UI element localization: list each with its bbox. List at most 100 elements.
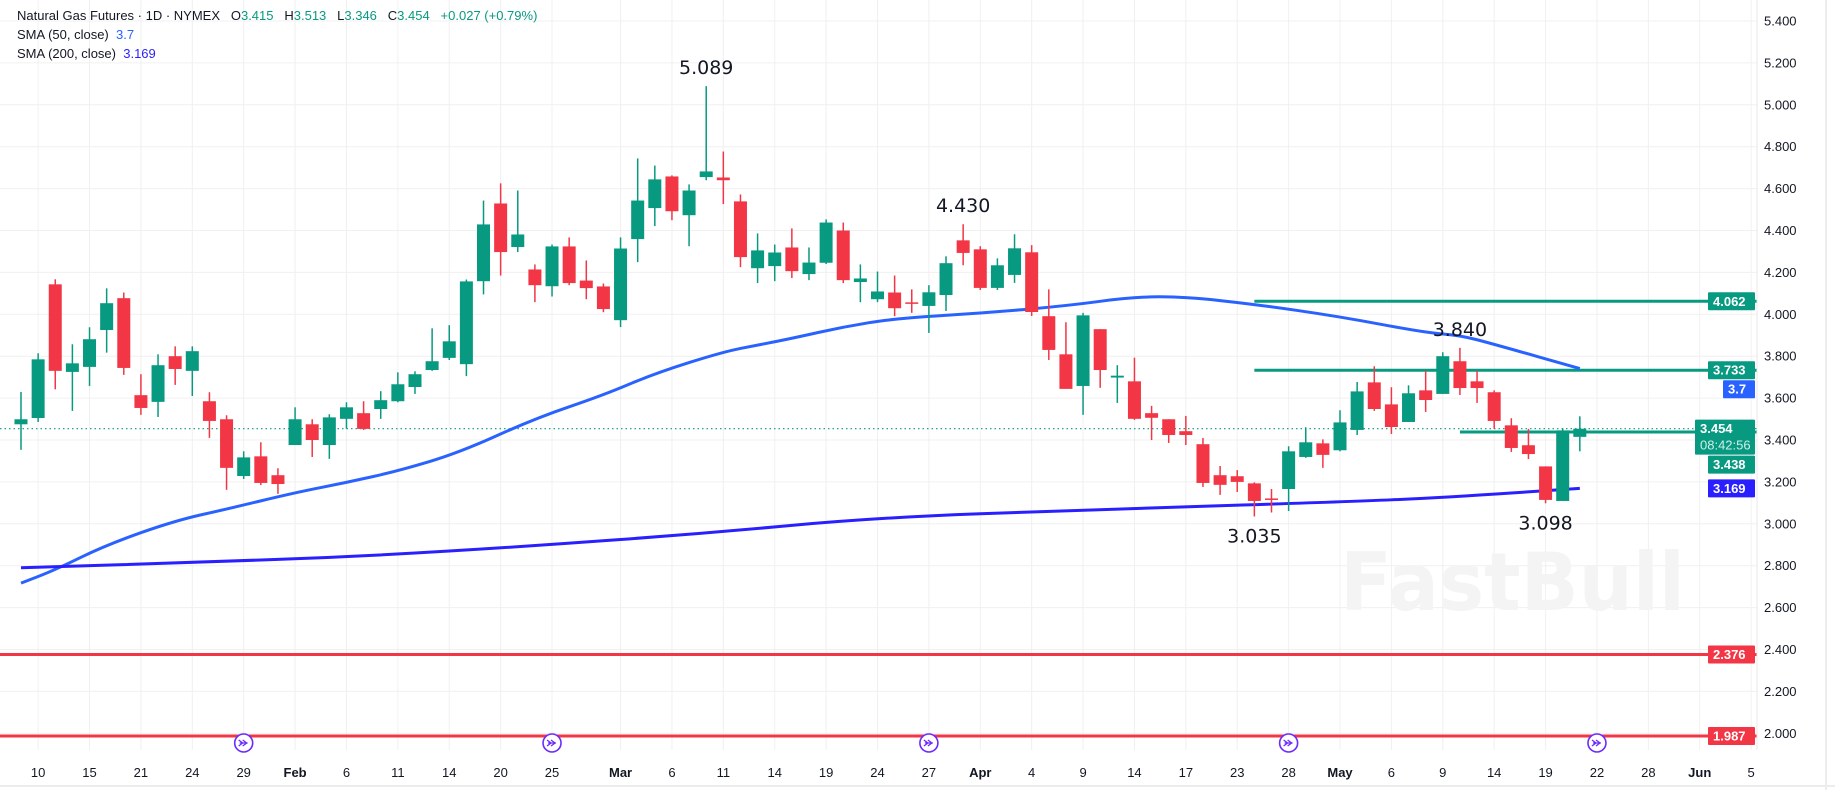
candle-up xyxy=(682,190,696,216)
level-price-badge: 3.733 xyxy=(1713,363,1746,378)
time-tick-label: 9 xyxy=(1079,765,1086,780)
time-tick-label: Feb xyxy=(284,765,307,780)
candle-down xyxy=(528,269,542,286)
candle-down xyxy=(117,298,131,368)
current-price-badge: 3.454 xyxy=(1700,421,1733,436)
time-tick-label: 25 xyxy=(545,765,559,780)
candle-down xyxy=(1487,392,1501,421)
candle-up xyxy=(1110,375,1124,378)
time-tick-label: 11 xyxy=(391,765,405,780)
time-tick-label: 28 xyxy=(1641,765,1655,780)
double-arrow-icon xyxy=(1283,739,1293,747)
candle-up xyxy=(237,457,251,477)
candle-down xyxy=(168,356,182,369)
time-tick-label: 14 xyxy=(1487,765,1501,780)
candles xyxy=(14,86,1587,517)
candle-up xyxy=(31,359,45,419)
candle-up xyxy=(922,292,936,306)
level-price-badge-bg xyxy=(1708,455,1755,474)
level-price-badge: 2.376 xyxy=(1713,647,1746,662)
candle-down xyxy=(1127,381,1141,419)
candle-down xyxy=(1453,361,1467,389)
candle-down xyxy=(785,247,799,272)
open-label: O xyxy=(230,8,241,23)
candle-down xyxy=(1504,425,1518,448)
event-marker[interactable] xyxy=(542,733,562,753)
candle-up xyxy=(614,248,628,321)
candle-up xyxy=(1299,442,1313,457)
time-tick-label: 11 xyxy=(717,765,731,780)
event-marker[interactable] xyxy=(1278,733,1299,753)
candle-down xyxy=(1539,466,1553,500)
candle-up xyxy=(339,407,353,419)
time-tick-label: 20 xyxy=(493,765,507,780)
price-tick-label: 3.000 xyxy=(1764,516,1797,531)
candle-down xyxy=(254,456,268,483)
sma-price-badge-bg xyxy=(1723,380,1755,399)
time-tick-label: 19 xyxy=(1538,765,1552,780)
time-tick-label: May xyxy=(1327,765,1353,780)
high-label: H xyxy=(284,8,294,23)
candle-down xyxy=(562,246,576,284)
time-tick-label: 10 xyxy=(31,765,45,780)
double-arrow-icon xyxy=(923,739,933,747)
candle-down xyxy=(973,249,987,288)
candle-up xyxy=(408,374,422,387)
close-value: 3.454 xyxy=(397,8,430,23)
double-arrow-icon xyxy=(546,739,557,747)
candle-down xyxy=(1093,329,1107,371)
price-annotations: 5.089 4.430 3.840 3.035 3.098 xyxy=(679,57,1573,547)
candle-up xyxy=(288,419,302,446)
time-axis[interactable]: 10 15 21 24 29 Feb 6 11 14 20 25 Mar 6 11 14 19 24 27 Apr 4… xyxy=(31,765,1755,780)
candle-up xyxy=(990,265,1004,288)
price-tick-label: 3.800 xyxy=(1764,349,1797,364)
candle-up xyxy=(1556,430,1570,501)
price-annotation: 3.035 xyxy=(1227,525,1281,547)
bar-countdown: 08:42:56 xyxy=(1700,438,1751,453)
event-marker[interactable] xyxy=(1587,733,1607,753)
candle-up xyxy=(699,171,713,178)
candle-up xyxy=(1402,393,1416,422)
price-axis[interactable] xyxy=(1757,0,1827,750)
event-marker[interactable] xyxy=(233,733,254,753)
price-tick-label: 3.200 xyxy=(1764,474,1797,489)
candle-up xyxy=(545,246,559,287)
sma200-line xyxy=(20,486,1580,570)
price-tick-label: 4.800 xyxy=(1764,139,1797,154)
time-tick-label: 21 xyxy=(134,765,148,780)
sma200-legend[interactable]: SMA (200, close) 3.169 xyxy=(17,44,537,63)
candle-up xyxy=(459,281,473,365)
symbol-title[interactable]: Natural Gas Futures · 1D · NYMEX xyxy=(17,8,220,23)
time-tick-label: 14 xyxy=(442,765,456,780)
time-tick-label: 9 xyxy=(1439,765,1446,780)
price-tick-label: 4.400 xyxy=(1764,223,1797,238)
candle-down xyxy=(1521,445,1535,455)
time-tick-label: 24 xyxy=(870,765,884,780)
candle-down xyxy=(1247,483,1261,501)
price-tick-label: 4.600 xyxy=(1764,181,1797,196)
time-tick-label: 6 xyxy=(1388,765,1395,780)
sma50-legend[interactable]: SMA (50, close) 3.7 xyxy=(17,25,537,44)
candle-up xyxy=(1076,315,1090,386)
price-tick-label: 5.400 xyxy=(1764,14,1797,29)
price-tick-label: 5.200 xyxy=(1764,55,1797,70)
time-tick-label: 19 xyxy=(819,765,833,780)
time-tick-label: 15 xyxy=(82,765,96,780)
level-price-badge: 3.438 xyxy=(1713,457,1746,472)
candle-down xyxy=(956,240,970,253)
candle-up xyxy=(477,224,491,282)
event-marker[interactable] xyxy=(919,733,939,753)
price-tick-label: 2.000 xyxy=(1764,726,1797,741)
candle-down xyxy=(1162,419,1176,435)
candle-down xyxy=(1145,413,1159,418)
price-annotation: 3.840 xyxy=(1433,319,1487,341)
candle-down xyxy=(1042,316,1056,350)
candle-up xyxy=(425,361,439,371)
candle-up xyxy=(100,303,114,331)
symbol-row: Natural Gas Futures · 1D · NYMEX O3.415 … xyxy=(17,6,537,25)
fastbull-watermark: FastBull xyxy=(1340,536,1685,629)
candle-down xyxy=(596,286,610,310)
time-tick-label: Apr xyxy=(969,765,991,780)
candle-down xyxy=(1419,390,1433,400)
